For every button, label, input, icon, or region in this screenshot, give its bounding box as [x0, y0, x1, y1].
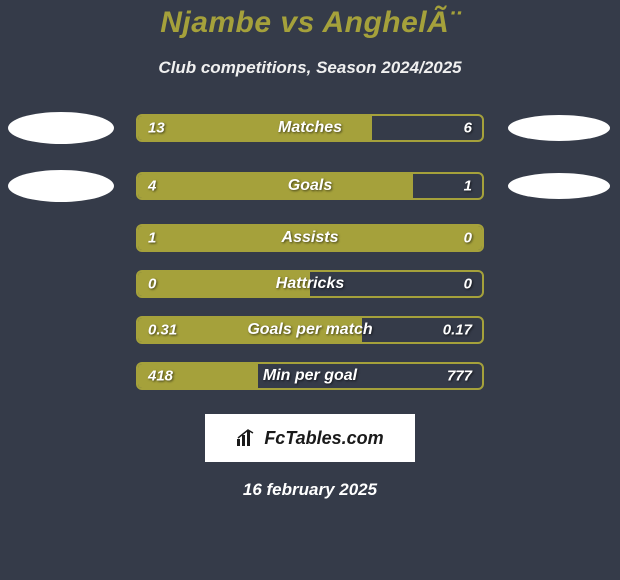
stat-row: 1 Assists 0 [0, 224, 620, 252]
page-root: Njambe vs AnghelÃ¨ Club competitions, Se… [0, 0, 620, 500]
spacer [504, 284, 614, 285]
stat-label: Assists [282, 229, 339, 247]
stat-bar: 418 Min per goal 777 [136, 362, 484, 390]
stat-value-right: 1 [464, 178, 472, 195]
player-avatar-right [504, 166, 614, 206]
stat-row: 0 Hattricks 0 [0, 270, 620, 298]
footer-date: 16 february 2025 [0, 480, 620, 500]
stat-value-right: 777 [447, 368, 472, 385]
stat-label: Min per goal [263, 367, 357, 385]
stat-value-left: 1 [148, 230, 156, 247]
stat-value-right: 0 [464, 230, 472, 247]
stat-value-left: 418 [148, 368, 173, 385]
page-subtitle: Club competitions, Season 2024/2025 [0, 58, 620, 78]
stat-label: Goals per match [247, 321, 372, 339]
bar-chart-icon [236, 429, 258, 447]
stats-container: 13 Matches 6 4 Goals 1 1 Assists 0 0 Hattricks 0 0.3… [0, 108, 620, 390]
player-avatar-left [6, 166, 116, 206]
brand-text: FcTables.com [264, 428, 383, 449]
stat-row: 418 Min per goal 777 [0, 362, 620, 390]
stat-label: Matches [278, 119, 342, 137]
spacer [6, 238, 116, 239]
avatar-ellipse [8, 112, 114, 144]
stat-value-left: 0.31 [148, 322, 177, 339]
stat-label: Goals [288, 177, 332, 195]
stat-bar: 13 Matches 6 [136, 114, 484, 142]
stat-bar-fill [138, 174, 413, 198]
spacer [6, 284, 116, 285]
stat-bar: 0.31 Goals per match 0.17 [136, 316, 484, 344]
spacer [504, 376, 614, 377]
spacer [6, 330, 116, 331]
stat-value-left: 13 [148, 120, 165, 137]
stat-bar: 1 Assists 0 [136, 224, 484, 252]
stat-row: 4 Goals 1 [0, 166, 620, 206]
stat-value-left: 4 [148, 178, 156, 195]
avatar-ellipse [8, 170, 114, 202]
player-avatar-left [6, 108, 116, 148]
brand-box: FcTables.com [205, 414, 415, 462]
avatar-ellipse [508, 173, 610, 199]
page-title: Njambe vs AnghelÃ¨ [0, 6, 620, 40]
stat-value-right: 0.17 [443, 322, 472, 339]
stat-row: 0.31 Goals per match 0.17 [0, 316, 620, 344]
stat-bar: 4 Goals 1 [136, 172, 484, 200]
stat-value-right: 0 [464, 276, 472, 293]
stat-bar: 0 Hattricks 0 [136, 270, 484, 298]
player-avatar-right [504, 108, 614, 148]
stat-label: Hattricks [276, 275, 344, 293]
avatar-ellipse [508, 115, 610, 141]
spacer [504, 238, 614, 239]
stat-value-left: 0 [148, 276, 156, 293]
stat-row: 13 Matches 6 [0, 108, 620, 148]
stat-value-right: 6 [464, 120, 472, 137]
spacer [6, 376, 116, 377]
spacer [504, 330, 614, 331]
